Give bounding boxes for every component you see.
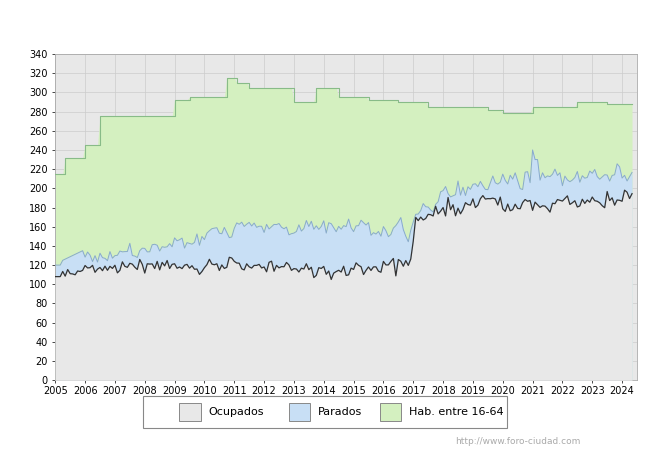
Text: Parados: Parados: [318, 407, 362, 417]
Text: Ocupados: Ocupados: [209, 407, 264, 417]
Text: http://www.foro-ciudad.com: http://www.foro-ciudad.com: [455, 437, 580, 446]
Text: Hab. entre 16-64: Hab. entre 16-64: [409, 407, 503, 417]
Text: Miranda de Azán - Evolucion de la poblacion en edad de Trabajar Mayo de 2024: Miranda de Azán - Evolucion de la poblac…: [38, 17, 612, 30]
Bar: [179, 404, 202, 421]
Bar: [289, 404, 311, 421]
Bar: [380, 404, 402, 421]
